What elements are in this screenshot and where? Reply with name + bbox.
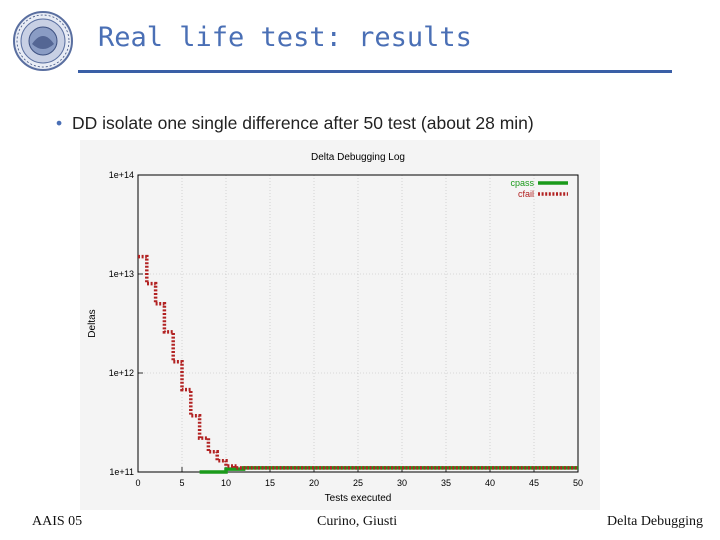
bullet-marker: • (56, 113, 63, 133)
chart-background (80, 140, 600, 510)
chart-y-axis-label: Deltas (87, 309, 98, 337)
y-tick-label: 1e+12 (109, 368, 134, 378)
x-tick-label: 0 (135, 478, 140, 488)
y-tick-label: 1e+14 (109, 170, 134, 180)
x-tick-label: 5 (179, 478, 184, 488)
x-tick-label: 50 (573, 478, 583, 488)
university-seal-logo (13, 11, 73, 71)
y-tick-label: 1e+11 (109, 467, 134, 477)
legend-label-cfail: cfail (518, 189, 534, 199)
slide-title: Real life test: results (98, 22, 472, 53)
title-divider (78, 70, 672, 73)
x-tick-label: 20 (309, 478, 319, 488)
chart-ticks: 0 5 10 15 20 25 30 35 40 45 50 1e+11 1e+12 1e+13 1e+14 (109, 170, 583, 488)
legend-label-cpass: cpass (510, 178, 534, 188)
series-cfail-line (138, 254, 578, 470)
x-tick-label: 25 (353, 478, 363, 488)
x-tick-label: 45 (529, 478, 539, 488)
chart-title: Delta Debugging Log (311, 152, 405, 163)
x-tick-label: 40 (485, 478, 495, 488)
x-tick-label: 10 (221, 478, 231, 488)
x-tick-label: 15 (265, 478, 275, 488)
chart-series (138, 254, 578, 474)
footer-course: AAIS 05 (32, 514, 83, 529)
delta-debugging-chart: 0 5 10 15 20 25 30 35 40 45 50 1e+11 1e+12 1e+13 1e+14… (80, 140, 600, 510)
bullet-text: DD isolate one single difference after 5… (72, 113, 534, 133)
footer-authors: Curino, Giusti (317, 514, 398, 529)
footer-topic: Delta Debugging (607, 514, 704, 529)
x-tick-label: 35 (441, 478, 451, 488)
y-tick-label: 1e+13 (109, 269, 134, 279)
x-tick-label: 30 (397, 478, 407, 488)
chart-x-axis-label: Tests executed (325, 493, 392, 504)
bullet-point: • DD isolate one single difference after … (56, 113, 534, 134)
